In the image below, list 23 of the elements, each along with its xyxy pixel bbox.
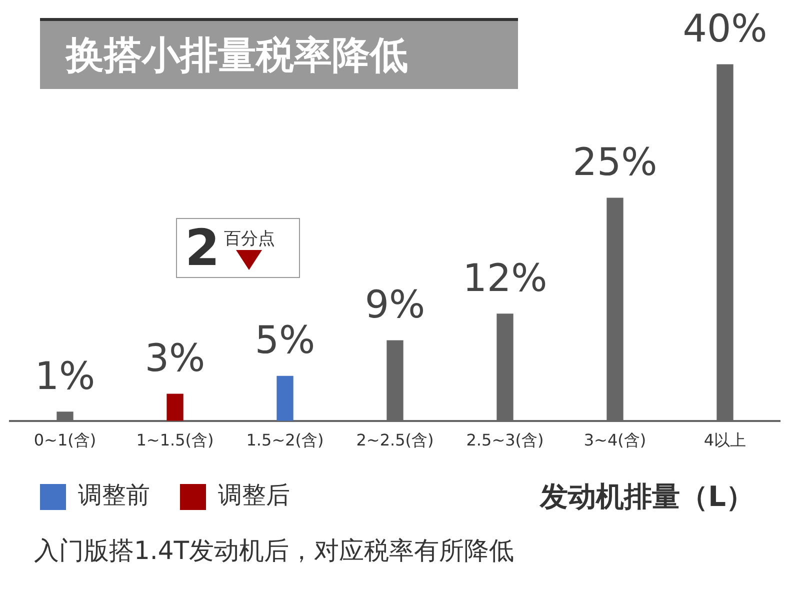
x-tick-label: 0~1(含) [34, 430, 96, 450]
legend-label: 调整前 [78, 481, 150, 510]
annotation: 百分点 [224, 228, 275, 250]
bar [276, 376, 294, 421]
x-tick-label: 2~2.5(含) [356, 430, 434, 450]
legend-label: 调整后 [218, 481, 290, 510]
annotation: 2 [185, 219, 220, 277]
data-label: 3% [144, 336, 206, 380]
x-tick-label: 3~4(含) [584, 430, 646, 450]
data-label: 1% [34, 354, 96, 398]
data-label: 5% [254, 318, 316, 362]
data-label: 40% [682, 6, 768, 50]
data-label: 9% [364, 282, 426, 327]
bar [166, 394, 184, 421]
chart-title: 换搭小排量税率降低 [66, 32, 408, 79]
x-tick-label: 1.5~2(含) [246, 430, 324, 450]
x-tick-label: 1~1.5(含) [136, 430, 214, 450]
x-tick-label: 4以上 [704, 430, 746, 450]
data-label: 12% [462, 256, 548, 300]
x-axis-title: 发动机排量（L） [540, 479, 754, 515]
text: 入门版搭1.4T发动机后，对应税率有所降低 [34, 535, 514, 567]
data-label: 25% [572, 140, 658, 184]
x-tick-label: 2.5~3(含) [466, 430, 544, 450]
